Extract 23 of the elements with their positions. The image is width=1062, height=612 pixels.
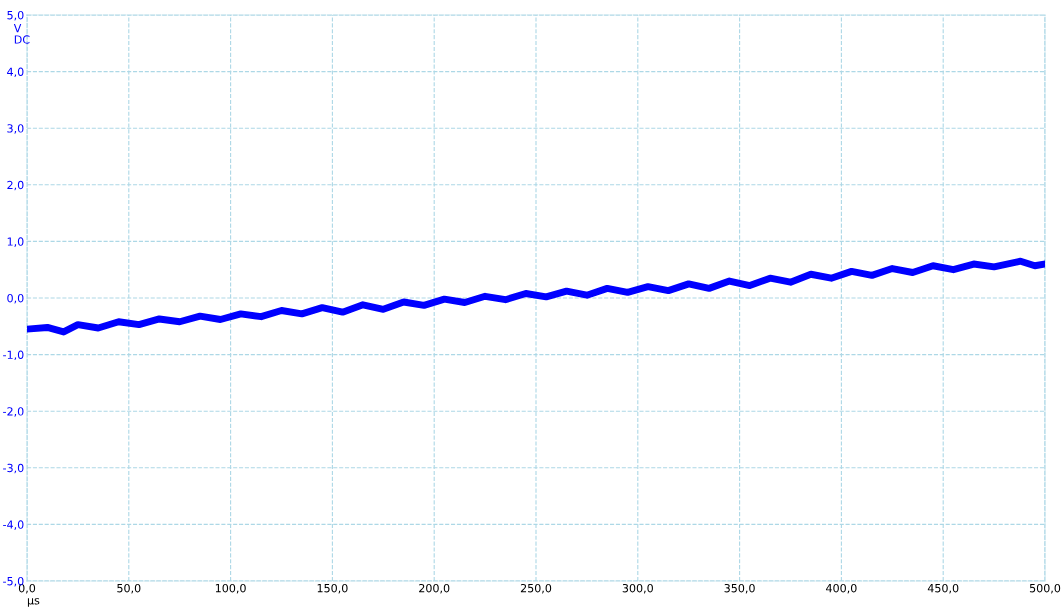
x-tick-label: 150,0	[317, 583, 348, 594]
y-tick-label: -4,0	[3, 520, 24, 530]
y-tick-label: -2,0	[3, 407, 24, 417]
x-axis-title: µs	[27, 598, 40, 607]
y-tick-label: 0,0	[7, 293, 24, 304]
x-tick-label: 100,0	[215, 583, 246, 594]
y-tick-label: -1,0	[3, 350, 24, 361]
x-tick-label: 500,0	[1029, 583, 1061, 594]
x-tick-label: 50,0	[117, 583, 141, 594]
y-tick-label: 5,0	[7, 10, 24, 21]
x-tick-label: 200,0	[419, 583, 450, 594]
x-tick-label: 450,0	[927, 583, 959, 594]
x-tick-label: 300,0	[622, 583, 653, 594]
y-tick-label: 2,0	[7, 180, 24, 191]
x-tick-label: 250,0	[520, 583, 552, 594]
y-axis-title: V	[13, 24, 22, 33]
y-tick-label: 1,0	[7, 237, 24, 247]
y-tick-label: 3,0	[7, 124, 24, 134]
x-tick-label: 400,0	[826, 583, 857, 594]
y-tick-label: 4,0	[7, 67, 24, 78]
annotation: DC	[14, 35, 30, 44]
x-tick-label: 350,0	[724, 583, 755, 594]
y-tick-label: -3,0	[3, 463, 24, 474]
